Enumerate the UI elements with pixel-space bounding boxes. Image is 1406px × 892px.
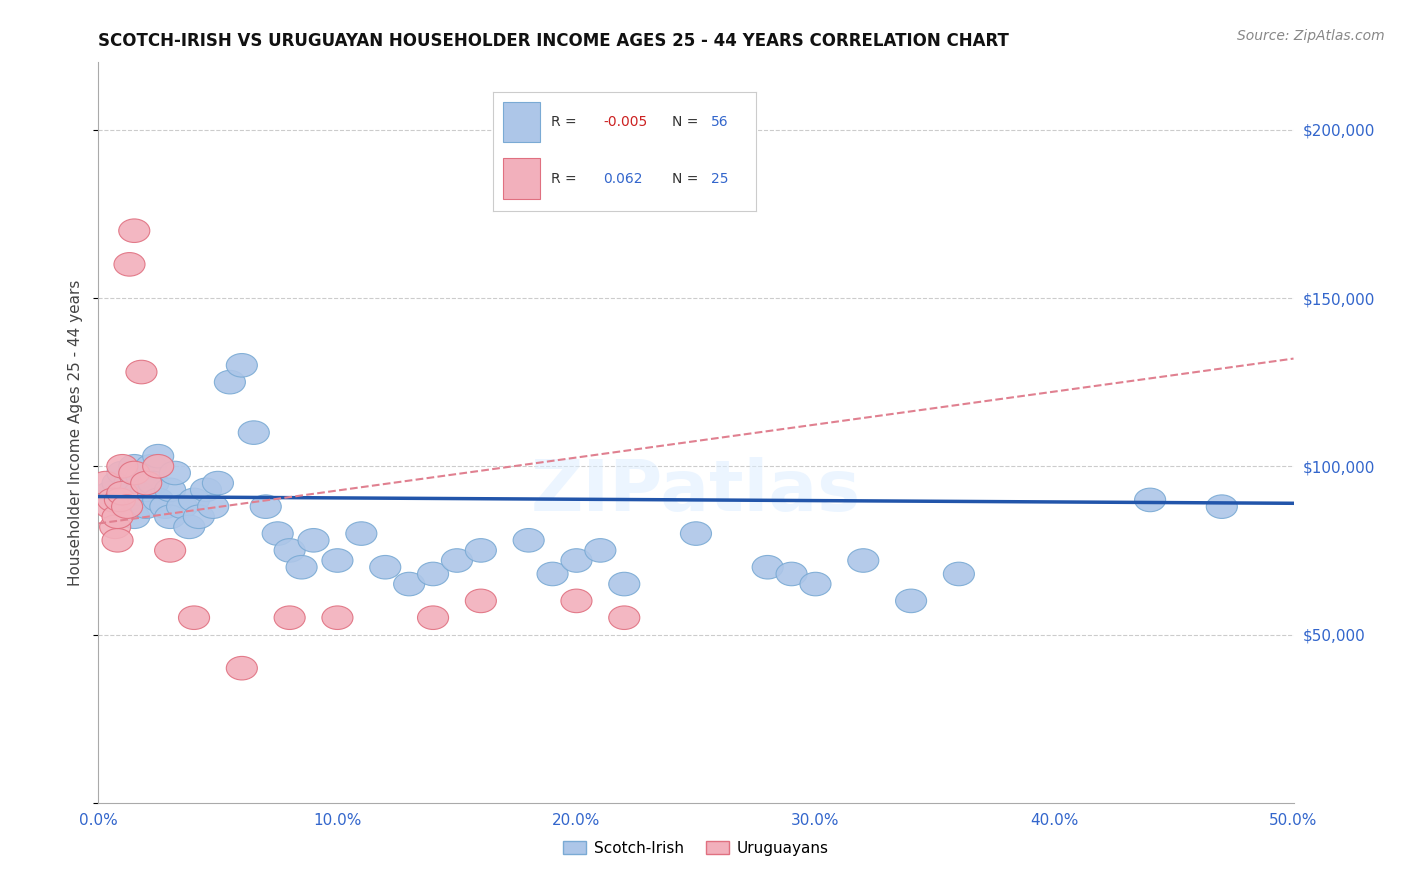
Ellipse shape (274, 606, 305, 630)
Ellipse shape (943, 562, 974, 586)
Ellipse shape (537, 562, 568, 586)
Ellipse shape (198, 495, 229, 518)
Ellipse shape (118, 219, 150, 243)
Ellipse shape (609, 606, 640, 630)
Ellipse shape (465, 589, 496, 613)
Ellipse shape (118, 461, 150, 484)
Text: ZIPatlas: ZIPatlas (531, 458, 860, 526)
Ellipse shape (800, 573, 831, 596)
Ellipse shape (179, 606, 209, 630)
Ellipse shape (138, 471, 169, 495)
Ellipse shape (262, 522, 294, 545)
Ellipse shape (513, 529, 544, 552)
Ellipse shape (127, 465, 157, 488)
Ellipse shape (370, 556, 401, 579)
Ellipse shape (166, 495, 198, 518)
Ellipse shape (131, 495, 162, 518)
Ellipse shape (226, 657, 257, 680)
Ellipse shape (127, 360, 157, 384)
Ellipse shape (418, 606, 449, 630)
Ellipse shape (104, 488, 135, 512)
Ellipse shape (103, 471, 134, 495)
Ellipse shape (681, 522, 711, 545)
Ellipse shape (159, 461, 190, 484)
Ellipse shape (155, 505, 186, 529)
Ellipse shape (107, 461, 138, 484)
Ellipse shape (896, 589, 927, 613)
Ellipse shape (150, 495, 181, 518)
Ellipse shape (274, 539, 305, 562)
Ellipse shape (124, 482, 155, 505)
Ellipse shape (107, 482, 138, 505)
Ellipse shape (103, 529, 134, 552)
Ellipse shape (118, 505, 150, 529)
Text: SCOTCH-IRISH VS URUGUAYAN HOUSEHOLDER INCOME AGES 25 - 44 YEARS CORRELATION CHAR: SCOTCH-IRISH VS URUGUAYAN HOUSEHOLDER IN… (98, 32, 1010, 50)
Ellipse shape (174, 515, 205, 539)
Ellipse shape (103, 505, 134, 529)
Legend: Scotch-Irish, Uruguayans: Scotch-Irish, Uruguayans (557, 835, 835, 862)
Ellipse shape (250, 495, 281, 518)
Ellipse shape (155, 539, 186, 562)
Y-axis label: Householder Income Ages 25 - 44 years: Householder Income Ages 25 - 44 years (67, 279, 83, 586)
Ellipse shape (100, 515, 131, 539)
Ellipse shape (107, 495, 138, 518)
Ellipse shape (561, 549, 592, 573)
Ellipse shape (441, 549, 472, 573)
Ellipse shape (97, 488, 128, 512)
Ellipse shape (322, 606, 353, 630)
Ellipse shape (214, 370, 246, 394)
Ellipse shape (142, 444, 174, 468)
Ellipse shape (752, 556, 783, 579)
Ellipse shape (238, 421, 270, 444)
Ellipse shape (111, 488, 142, 512)
Ellipse shape (183, 505, 214, 529)
Ellipse shape (131, 478, 162, 501)
Ellipse shape (131, 471, 162, 495)
Ellipse shape (609, 573, 640, 596)
Ellipse shape (585, 539, 616, 562)
Ellipse shape (94, 482, 127, 505)
Ellipse shape (1206, 495, 1237, 518)
Ellipse shape (107, 455, 138, 478)
Ellipse shape (394, 573, 425, 596)
Ellipse shape (285, 556, 318, 579)
Ellipse shape (142, 488, 174, 512)
Ellipse shape (322, 549, 353, 573)
Ellipse shape (202, 471, 233, 495)
Ellipse shape (155, 478, 186, 501)
Ellipse shape (94, 495, 127, 518)
Ellipse shape (142, 455, 174, 478)
Text: Source: ZipAtlas.com: Source: ZipAtlas.com (1237, 29, 1385, 43)
Ellipse shape (111, 495, 142, 518)
Ellipse shape (418, 562, 449, 586)
Ellipse shape (114, 252, 145, 277)
Ellipse shape (135, 455, 166, 478)
Ellipse shape (226, 353, 257, 377)
Ellipse shape (848, 549, 879, 573)
Ellipse shape (114, 471, 145, 495)
Ellipse shape (118, 455, 150, 478)
Ellipse shape (90, 471, 121, 495)
Ellipse shape (561, 589, 592, 613)
Ellipse shape (346, 522, 377, 545)
Ellipse shape (179, 488, 209, 512)
Ellipse shape (190, 478, 222, 501)
Ellipse shape (298, 529, 329, 552)
Ellipse shape (776, 562, 807, 586)
Ellipse shape (465, 539, 496, 562)
Ellipse shape (1135, 488, 1166, 512)
